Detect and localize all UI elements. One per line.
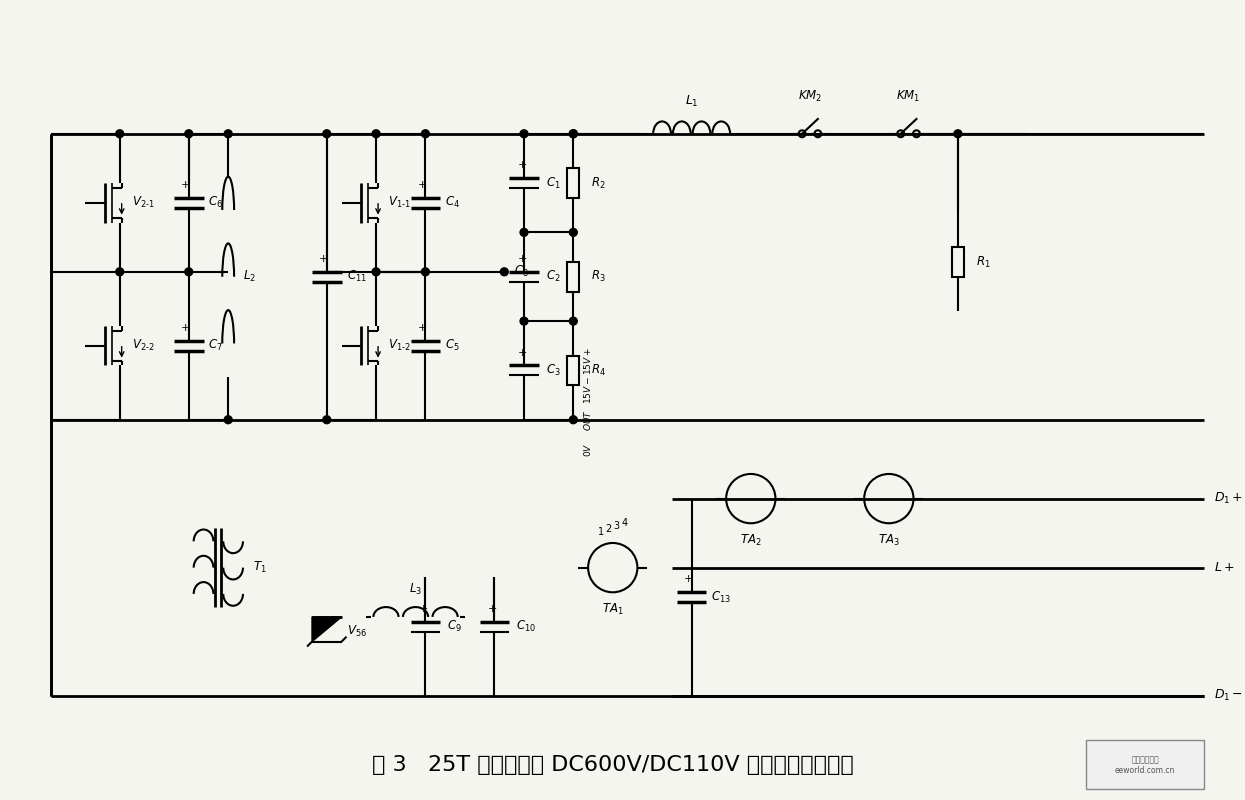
Text: +: + [418,323,427,333]
Circle shape [116,268,123,276]
Text: $C_1$: $C_1$ [545,175,560,190]
Text: $0V$: $0V$ [581,442,593,457]
Text: $V_{2\text{-}1}$: $V_{2\text{-}1}$ [132,195,154,210]
Text: $C_{10}$: $C_{10}$ [517,619,537,634]
Circle shape [520,229,528,236]
Text: $L_1$: $L_1$ [685,94,698,109]
Circle shape [569,130,578,138]
Text: $R_3$: $R_3$ [591,269,606,284]
Text: $D_1-$: $D_1-$ [1214,688,1244,703]
Text: $C_6$: $C_6$ [208,195,223,210]
Text: $C_8$: $C_8$ [514,264,529,279]
Text: 电子工程世界
eeworld.com.cn: 电子工程世界 eeworld.com.cn [1116,755,1175,774]
Text: +: + [181,323,190,333]
Circle shape [569,317,578,325]
FancyBboxPatch shape [1086,740,1204,790]
Text: +: + [418,604,428,614]
Text: +: + [518,254,527,264]
Circle shape [224,416,232,424]
Circle shape [322,130,331,138]
Text: $C_{11}$: $C_{11}$ [346,269,366,284]
Text: $V_{1\text{-}2}$: $V_{1\text{-}2}$ [388,338,411,354]
Text: $V_{2\text{-}2}$: $V_{2\text{-}2}$ [132,338,154,354]
Text: 3: 3 [614,521,620,531]
Text: $T_1$: $T_1$ [253,560,266,575]
Text: +: + [418,180,427,190]
Circle shape [520,130,528,138]
Circle shape [322,416,331,424]
Text: +: + [684,574,693,585]
Text: $C_5$: $C_5$ [446,338,459,354]
Text: 2: 2 [605,524,613,534]
Text: $TA_3$: $TA_3$ [878,533,900,548]
Text: 4: 4 [621,518,627,528]
Circle shape [372,130,380,138]
Circle shape [422,268,430,276]
Text: $C_4$: $C_4$ [446,195,461,210]
Text: $L+$: $L+$ [1214,561,1235,574]
Text: 1: 1 [598,527,604,537]
Text: $R_1$: $R_1$ [976,254,990,270]
Text: 图 3   25T 型空调客车 DC600V/DC110V 充电系统主电路图: 图 3 25T 型空调客车 DC600V/DC110V 充电系统主电路图 [372,755,854,775]
Text: $R_4$: $R_4$ [591,363,606,378]
Circle shape [372,268,380,276]
Text: $V_{1\text{-}1}$: $V_{1\text{-}1}$ [388,195,411,210]
Text: $R_2$: $R_2$ [591,175,605,190]
Text: $L_3$: $L_3$ [410,582,422,598]
Text: +: + [518,348,527,358]
Circle shape [569,229,578,236]
Circle shape [569,416,578,424]
Text: $D_1+$: $D_1+$ [1214,491,1244,506]
Text: $OUT$: $OUT$ [581,409,593,430]
Circle shape [954,130,962,138]
Text: $C_9$: $C_9$ [447,619,462,634]
Circle shape [116,130,123,138]
Text: $KM_1$: $KM_1$ [896,89,921,104]
Text: $L_2$: $L_2$ [243,269,256,284]
Polygon shape [312,617,341,642]
Circle shape [422,130,430,138]
Text: $C_3$: $C_3$ [545,363,560,378]
Text: +: + [518,160,527,170]
Circle shape [224,130,232,138]
Text: +: + [319,254,329,264]
Circle shape [520,317,528,325]
Text: +: + [181,180,190,190]
Circle shape [500,268,508,276]
Text: $TA_2$: $TA_2$ [740,533,762,548]
Circle shape [184,130,193,138]
Text: $C_2$: $C_2$ [545,269,560,284]
Text: $C_7$: $C_7$ [208,338,223,354]
Text: $C_{13}$: $C_{13}$ [711,590,731,605]
Text: $V_{56}$: $V_{56}$ [346,624,366,639]
Circle shape [184,268,193,276]
Text: +: + [488,604,497,614]
Text: $TA_1$: $TA_1$ [601,602,624,618]
Text: $15V-$: $15V-$ [581,376,593,404]
Text: $15V+$: $15V+$ [581,346,593,374]
Text: $KM_2$: $KM_2$ [798,89,822,104]
Circle shape [569,130,578,138]
